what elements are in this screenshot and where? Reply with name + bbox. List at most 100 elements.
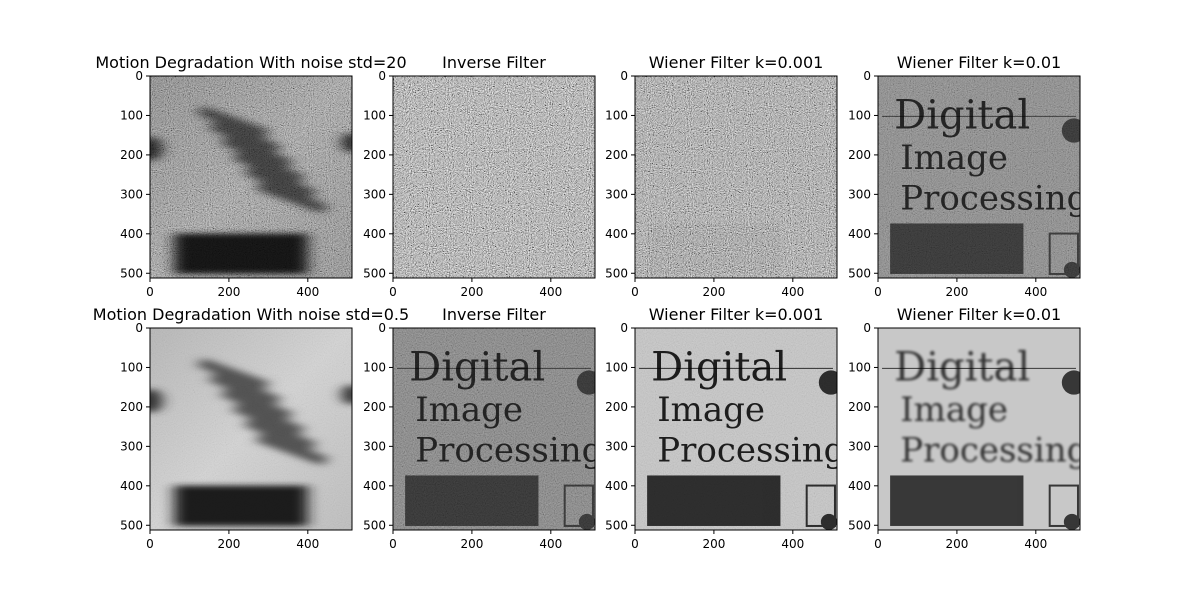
y-tick-label: 400	[605, 227, 628, 241]
subplot-title: Inverse Filter	[442, 53, 546, 72]
x-tick-label: 200	[217, 537, 240, 551]
subplot-title: Wiener Filter k=0.001	[649, 305, 824, 324]
x-tick-label: 0	[874, 285, 882, 299]
y-tick-label: 0	[378, 69, 386, 83]
y-tick-label: 300	[848, 439, 871, 453]
frame-outline	[1048, 484, 1079, 527]
y-tick-label: 0	[135, 321, 143, 335]
x-tick-label: 200	[945, 285, 968, 299]
y-tick-label: 500	[120, 266, 143, 280]
subplot-title: Wiener Filter k=0.01	[897, 305, 1061, 324]
y-tick-label: 400	[120, 479, 143, 493]
axes-frame	[392, 327, 596, 531]
x-tick-label: 200	[702, 537, 725, 551]
y-tick-label: 200	[363, 148, 386, 162]
image-text-line: Processing	[900, 430, 1088, 470]
y-tick-label: 100	[605, 360, 628, 374]
axes-frame	[149, 327, 353, 531]
y-tick-label: 400	[848, 479, 871, 493]
y-tick-label: 100	[363, 108, 386, 122]
x-tick-label: 200	[217, 285, 240, 299]
y-tick-label: 0	[135, 69, 143, 83]
y-tick-label: 200	[848, 400, 871, 414]
y-tick-label: 100	[120, 360, 143, 374]
y-tick-label: 200	[363, 400, 386, 414]
x-tick-label: 0	[631, 285, 639, 299]
x-tick-label: 0	[146, 285, 154, 299]
noise-layer	[635, 328, 837, 530]
noise-layer	[635, 76, 837, 278]
y-tick-label: 300	[605, 439, 628, 453]
y-tick-label: 200	[605, 148, 628, 162]
x-tick-label: 200	[945, 537, 968, 551]
subplot-1: Motion Degradation With noise std=200 200…	[95, 53, 406, 299]
y-tick-label: 100	[605, 108, 628, 122]
axes-frame	[877, 75, 1081, 279]
y-tick-label: 200	[120, 148, 143, 162]
y-tick-label: 200	[120, 400, 143, 414]
y-tick-label: 0	[863, 321, 871, 335]
x-tick-label: 0	[389, 285, 397, 299]
y-tick-label: 500	[605, 266, 628, 280]
x-tick-label: 400	[781, 285, 804, 299]
y-tick-label: 100	[120, 108, 143, 122]
y-tick-label: 400	[120, 227, 143, 241]
y-tick-label: 400	[848, 227, 871, 241]
noise-layer	[878, 76, 1080, 278]
y-tick-label: 300	[363, 439, 386, 453]
image-content	[150, 328, 352, 530]
y-tick-label: 300	[605, 187, 628, 201]
y-tick-label: 100	[363, 360, 386, 374]
image-shapes	[882, 367, 1080, 530]
dark-rectangle	[890, 475, 1024, 526]
x-tick-label: 400	[1024, 537, 1047, 551]
y-tick-label: 500	[848, 266, 871, 280]
axes-frame	[149, 75, 353, 279]
y-tick-label: 100	[848, 360, 871, 374]
x-tick-label: 400	[1024, 285, 1047, 299]
noise-layer	[393, 76, 595, 278]
image-content	[635, 76, 837, 278]
y-tick-label: 400	[363, 479, 386, 493]
y-tick-label: 500	[363, 266, 386, 280]
image-text-line: Image	[900, 390, 1008, 430]
y-tick-label: 500	[605, 518, 628, 532]
y-tick-label: 500	[363, 518, 386, 532]
subplot-title: Motion Degradation With noise std=20	[95, 53, 406, 72]
x-tick-label: 0	[146, 537, 154, 551]
subplot-title: Inverse Filter	[442, 305, 546, 324]
subplot-3: Wiener Filter k=0.001 0 200 400 0 100 200 300 40…	[605, 53, 838, 299]
subplot-title: Wiener Filter k=0.01	[897, 53, 1061, 72]
dark-blob	[1061, 370, 1080, 395]
y-tick-label: 300	[848, 187, 871, 201]
y-tick-label: 200	[605, 400, 628, 414]
x-tick-label: 400	[296, 537, 319, 551]
subplot-2: Inverse Filter 0 200 400 0 100 200 300 400 500	[363, 53, 596, 299]
y-tick-label: 0	[863, 69, 871, 83]
axes-frame	[634, 327, 838, 531]
x-tick-label: 400	[781, 537, 804, 551]
x-tick-label: 0	[389, 537, 397, 551]
y-tick-label: 300	[363, 187, 386, 201]
axes-frame	[392, 75, 596, 279]
noise-layer	[150, 76, 352, 278]
y-tick-label: 400	[363, 227, 386, 241]
image-content	[393, 76, 595, 278]
x-tick-label: 0	[874, 537, 882, 551]
y-tick-label: 0	[378, 321, 386, 335]
y-tick-label: 300	[120, 187, 143, 201]
axes-frame	[877, 327, 1081, 531]
subplot-5: Motion Degradation With noise std=0.50 20…	[93, 305, 409, 551]
x-tick-label: 200	[460, 537, 483, 551]
x-tick-label: 400	[539, 537, 562, 551]
y-tick-label: 500	[120, 518, 143, 532]
y-tick-label: 300	[120, 439, 143, 453]
axes-frame	[634, 75, 838, 279]
subplot-title: Motion Degradation With noise std=0.5	[93, 305, 409, 324]
y-tick-label: 200	[848, 148, 871, 162]
